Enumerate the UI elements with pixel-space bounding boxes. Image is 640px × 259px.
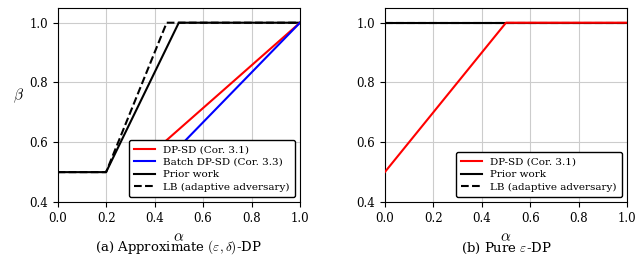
Y-axis label: $\beta$: $\beta$ xyxy=(13,87,24,105)
X-axis label: $\alpha$: $\alpha$ xyxy=(173,230,184,244)
Text: (b) Pure $\varepsilon$-DP: (b) Pure $\varepsilon$-DP xyxy=(461,241,551,256)
Text: (a) Approximate $(\varepsilon, \delta)$-DP: (a) Approximate $(\varepsilon, \delta)$-… xyxy=(95,239,262,256)
Legend: DP-SD (Cor. 3.1), Prior work, LB (adaptive adversary): DP-SD (Cor. 3.1), Prior work, LB (adapti… xyxy=(456,152,622,197)
X-axis label: $\alpha$: $\alpha$ xyxy=(500,230,511,244)
Legend: DP-SD (Cor. 3.1), Batch DP-SD (Cor. 3.3), Prior work, LB (adaptive adversary): DP-SD (Cor. 3.1), Batch DP-SD (Cor. 3.3)… xyxy=(129,140,295,197)
